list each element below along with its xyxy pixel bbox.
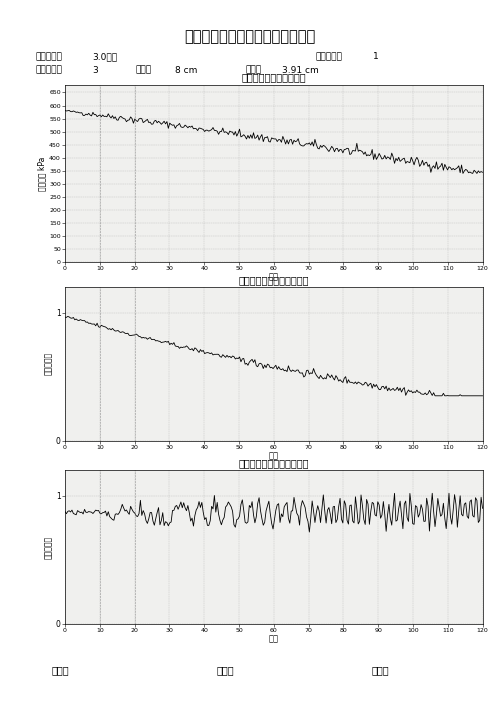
X-axis label: 振次: 振次 xyxy=(269,273,279,282)
Text: 3.0压变: 3.0压变 xyxy=(92,52,118,61)
X-axis label: 振次: 振次 xyxy=(269,634,279,644)
Text: 高度：: 高度： xyxy=(135,66,151,75)
Text: 批准人: 批准人 xyxy=(371,666,389,675)
Text: 试件级数：: 试件级数： xyxy=(35,66,62,75)
Y-axis label: 液化压力比: 液化压力比 xyxy=(44,352,53,375)
Text: 试验人: 试验人 xyxy=(51,666,69,675)
Text: 3.91 cm: 3.91 cm xyxy=(282,66,320,75)
Title: 动剪应力与振次关系曲线: 动剪应力与振次关系曲线 xyxy=(242,73,306,82)
Y-axis label: 孔隙压力比: 孔隙压力比 xyxy=(44,536,53,558)
Text: 审核人: 审核人 xyxy=(216,666,234,675)
Text: 3: 3 xyxy=(92,66,98,75)
Y-axis label: 动剪应力 kPa: 动剪应力 kPa xyxy=(38,157,46,190)
Title: 液化压力比与振次关系曲线: 液化压力比与振次关系曲线 xyxy=(238,275,309,285)
Text: 振动三轴压缩动强度试验曲线报告: 振动三轴压缩动强度试验曲线报告 xyxy=(184,30,316,44)
Text: 工程名称：: 工程名称： xyxy=(35,52,62,61)
Text: 8 cm: 8 cm xyxy=(175,66,198,75)
Text: 1: 1 xyxy=(372,52,378,61)
Title: 孔隙压力比与振次关系曲线: 孔隙压力比与振次关系曲线 xyxy=(238,458,309,468)
Text: 直径：: 直径： xyxy=(245,66,261,75)
X-axis label: 振次: 振次 xyxy=(269,451,279,460)
Text: 试件名称：: 试件名称： xyxy=(315,52,342,61)
